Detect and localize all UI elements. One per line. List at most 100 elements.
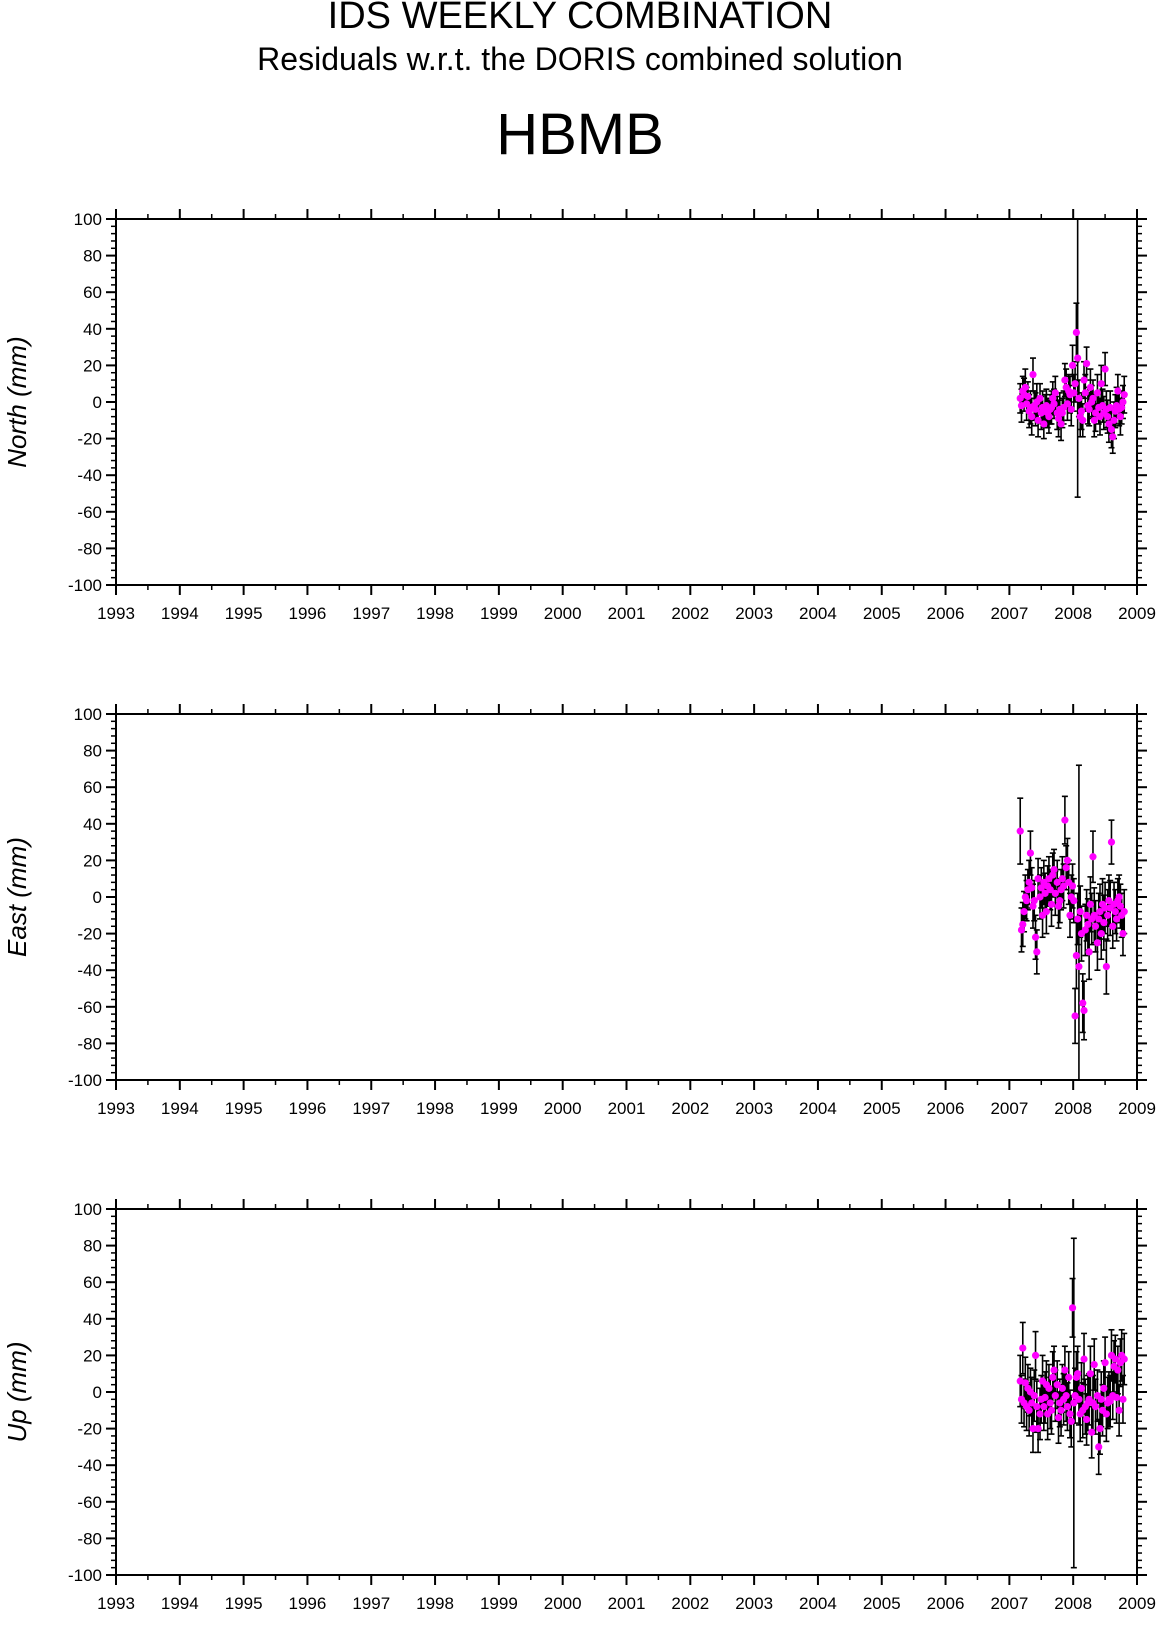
north-data-point [1045, 413, 1053, 421]
north-data-point [1077, 407, 1086, 415]
up-data-point [1033, 1403, 1041, 1411]
up-data-point [1070, 1399, 1078, 1407]
east-x-tick-label: 2000 [544, 1099, 582, 1118]
east-data-point [1026, 849, 1035, 857]
up-data-point [1120, 1355, 1128, 1363]
up-x-tick-label: 1996 [289, 1594, 327, 1613]
up-data-point [1112, 1393, 1121, 1402]
up-data-point [1029, 1425, 1037, 1433]
up-x-tick-label: 2006 [927, 1594, 965, 1613]
up-x-tick-label: 1997 [352, 1594, 390, 1613]
east-data-point [1097, 930, 1105, 938]
north-data-point [1057, 420, 1065, 428]
east-y-tick-label: -20 [77, 925, 102, 944]
north-x-tick-label: 1998 [416, 604, 454, 623]
up-data-point [1025, 1406, 1033, 1414]
east-data-point [1034, 875, 1042, 883]
north-data-point [1054, 414, 1063, 423]
north-data-point [1093, 389, 1102, 397]
east-data-point [1036, 893, 1044, 901]
up-data-point [1063, 1403, 1072, 1411]
east-data-point [1086, 900, 1095, 908]
east-x-tick-label: 2008 [1054, 1099, 1092, 1118]
north-panel: 1993 1994 1995 1996 1997 1998 1999 2000 2001 2002… [2, 209, 1156, 623]
north-x-tick-label: 2001 [608, 604, 646, 623]
chart-title: IDS WEEKLY COMBINATION [327, 0, 833, 37]
north-y-tick-label: -80 [77, 539, 102, 558]
east-data-point [1051, 889, 1059, 897]
up-data-point [1097, 1395, 1105, 1403]
east-data-point [1046, 886, 1054, 894]
east-y-tick-label: 60 [83, 778, 102, 797]
north-x-tick-label: 2007 [990, 604, 1028, 623]
east-data-point [1085, 948, 1093, 956]
east-x-tick-label: 2006 [927, 1099, 965, 1118]
east-data-point [1053, 878, 1061, 886]
north-data-point [1072, 328, 1080, 337]
north-data-point [1101, 365, 1109, 373]
north-y-tick-label: -60 [77, 503, 102, 522]
east-data-point [1084, 920, 1092, 929]
up-data-point [1019, 1344, 1027, 1352]
north-data-point [1097, 380, 1105, 388]
north-x-tick-label: 2003 [735, 604, 773, 623]
up-panel: 1993 1994 1995 1996 1997 1998 1999 2000 2001 2002… [2, 1199, 1156, 1613]
east-data-point [1020, 908, 1028, 916]
up-y-tick-label: -100 [68, 1566, 102, 1585]
north-data-point [1036, 394, 1044, 402]
east-x-tick-label: 2002 [671, 1099, 709, 1118]
east-x-tick-label: 1995 [225, 1099, 263, 1118]
north-data-point [1075, 394, 1083, 402]
up-data-point [1036, 1410, 1044, 1418]
north-data-point [1104, 413, 1112, 421]
north-data-point [1028, 413, 1036, 421]
up-data-point [1021, 1379, 1029, 1387]
east-y-tick-label: -60 [77, 998, 102, 1017]
north-data-point [1119, 398, 1127, 406]
east-data-point [1111, 908, 1119, 916]
up-data-point [1045, 1384, 1053, 1392]
north-y-tick-label: -20 [77, 430, 102, 449]
east-y-tick-label: 20 [83, 851, 102, 870]
east-x-tick-label: 2001 [608, 1099, 646, 1118]
north-x-tick-label: 2006 [927, 604, 965, 623]
north-points [1016, 328, 1128, 441]
up-data-point [1086, 1370, 1095, 1378]
east-y-tick-label: 80 [83, 742, 102, 761]
up-data-point [1028, 1399, 1036, 1407]
north-x-tick-label: 2005 [863, 604, 901, 623]
north-x-tick-label: 2004 [799, 604, 837, 623]
up-points [1016, 1304, 1128, 1451]
up-y-tick-label: 40 [83, 1310, 102, 1329]
north-data-point [1110, 416, 1118, 424]
east-data-point [1058, 875, 1066, 883]
east-x-tick-label: 2003 [735, 1099, 773, 1118]
up-data-point [1034, 1425, 1042, 1433]
east-data-point [1080, 1006, 1088, 1015]
east-data-point [1107, 838, 1116, 846]
east-data-point [1054, 902, 1063, 910]
north-x-tick-label: 1995 [225, 604, 263, 623]
north-data-point [1067, 405, 1075, 413]
up-data-point [1095, 1443, 1103, 1451]
up-data-point [1040, 1403, 1048, 1411]
up-data-point [1047, 1406, 1056, 1414]
up-y-tick-label: -80 [77, 1529, 102, 1548]
chart-subtitle: Residuals w.r.t. the DORIS combined solu… [257, 41, 903, 77]
east-y-tick-label: 0 [93, 888, 102, 907]
east-data-point [1050, 865, 1058, 874]
north-data-point [1031, 405, 1040, 413]
east-data-point [1112, 915, 1121, 923]
north-y-tick-label: 60 [83, 283, 102, 302]
station-name: HBMB [496, 102, 664, 167]
east-data-point [1063, 856, 1072, 864]
east-data-point [1115, 893, 1123, 901]
up-data-point [1115, 1406, 1123, 1414]
east-panel: 1993 1994 1995 1996 1997 1998 1999 2000 2001 2002… [2, 704, 1156, 1118]
north-data-point [1051, 389, 1059, 397]
up-x-tick-label: 2001 [608, 1594, 646, 1613]
north-y-tick-label: 0 [93, 393, 102, 412]
up-x-tick-label: 1995 [225, 1594, 263, 1613]
north-data-point [1081, 389, 1089, 397]
east-data-point [1037, 884, 1045, 892]
